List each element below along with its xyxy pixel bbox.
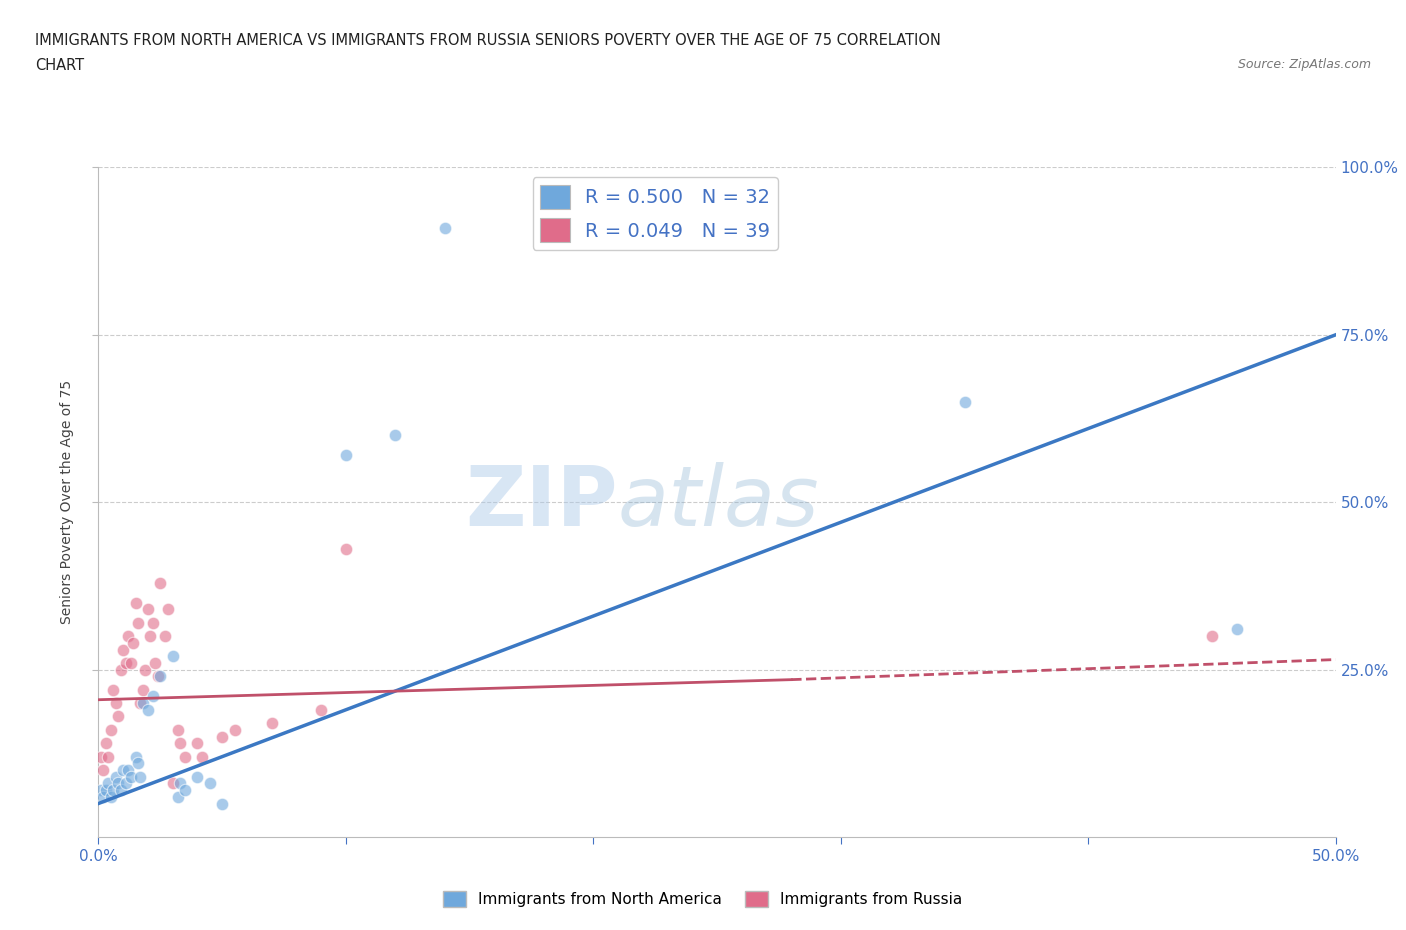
Point: [156, 602, 179, 617]
Point: [100, 790, 122, 804]
Point: [112, 763, 135, 777]
Point: [162, 649, 184, 664]
Point: [120, 769, 142, 784]
Text: IMMIGRANTS FROM NORTH AMERICA VS IMMIGRANTS FROM RUSSIA SENIORS POVERTY OVER THE: IMMIGRANTS FROM NORTH AMERICA VS IMMIGRA…: [35, 33, 941, 47]
Point: [117, 763, 139, 777]
Point: [174, 783, 197, 798]
Point: [124, 750, 146, 764]
Point: [953, 394, 976, 409]
Point: [143, 656, 166, 671]
Point: [110, 783, 132, 798]
Text: Source: ZipAtlas.com: Source: ZipAtlas.com: [1237, 58, 1371, 71]
Point: [309, 702, 332, 717]
Point: [139, 629, 162, 644]
Point: [191, 750, 214, 764]
Point: [155, 629, 177, 644]
Point: [169, 736, 191, 751]
Point: [186, 769, 208, 784]
Legend: R = 0.500   N = 32, R = 0.049   N = 39: R = 0.500 N = 32, R = 0.049 N = 39: [533, 177, 778, 250]
Point: [384, 428, 406, 443]
Point: [114, 656, 136, 671]
Point: [146, 669, 169, 684]
Point: [166, 790, 188, 804]
Point: [132, 696, 155, 711]
Point: [335, 448, 357, 463]
Point: [169, 776, 191, 790]
Point: [94, 736, 117, 751]
Point: [142, 689, 165, 704]
Point: [97, 776, 120, 790]
Point: [211, 796, 233, 811]
Point: [94, 783, 117, 798]
Legend: Immigrants from North America, Immigrants from Russia: Immigrants from North America, Immigrant…: [437, 884, 969, 913]
Point: [149, 575, 172, 590]
Point: [107, 709, 129, 724]
Point: [93, 790, 115, 804]
Point: [186, 736, 208, 751]
Point: [103, 683, 125, 698]
Point: [211, 729, 233, 744]
Point: [260, 716, 283, 731]
Text: ZIP: ZIP: [465, 461, 619, 543]
Point: [142, 616, 165, 631]
Point: [134, 662, 156, 677]
Point: [1226, 622, 1249, 637]
Point: [97, 750, 120, 764]
Point: [127, 756, 149, 771]
Point: [335, 541, 357, 556]
Point: [1201, 629, 1223, 644]
Point: [114, 776, 136, 790]
Point: [136, 602, 159, 617]
Point: [104, 696, 127, 711]
Point: [433, 220, 456, 235]
Point: [132, 683, 155, 698]
Point: [129, 769, 152, 784]
Point: [120, 656, 142, 671]
Point: [149, 669, 172, 684]
Point: [107, 776, 129, 790]
Point: [166, 723, 188, 737]
Point: [174, 750, 197, 764]
Point: [136, 702, 159, 717]
Point: [127, 616, 149, 631]
Point: [122, 635, 145, 650]
Point: [103, 783, 125, 798]
Point: [104, 769, 127, 784]
Text: CHART: CHART: [35, 58, 84, 73]
Point: [129, 696, 152, 711]
Text: atlas: atlas: [619, 461, 820, 543]
Point: [90, 783, 112, 798]
Point: [124, 595, 146, 610]
Y-axis label: Seniors Poverty Over the Age of 75: Seniors Poverty Over the Age of 75: [60, 380, 75, 624]
Point: [93, 763, 115, 777]
Point: [198, 776, 221, 790]
Point: [110, 662, 132, 677]
Point: [100, 723, 122, 737]
Point: [112, 642, 135, 657]
Point: [117, 629, 139, 644]
Point: [224, 723, 246, 737]
Point: [162, 776, 184, 790]
Point: [90, 750, 112, 764]
